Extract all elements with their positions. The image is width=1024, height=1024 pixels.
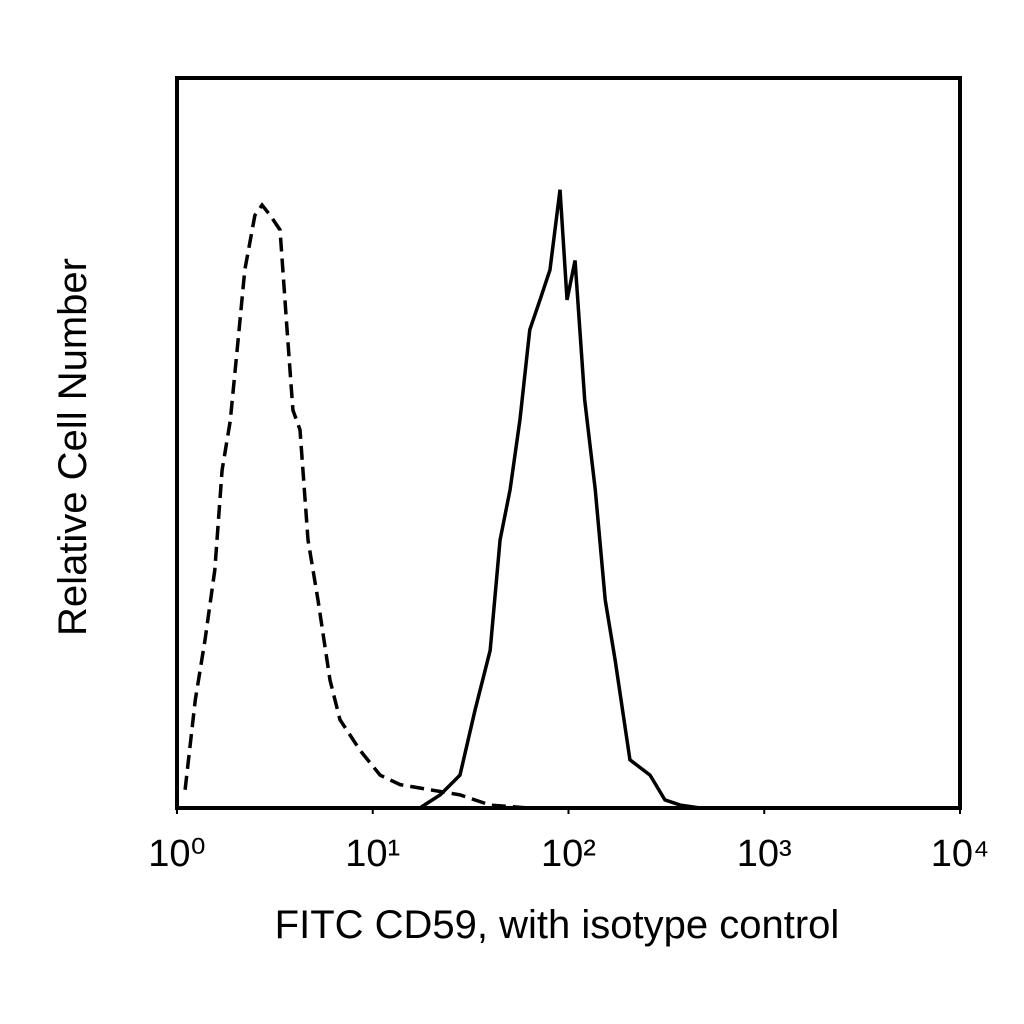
x-tick-label: 10¹ <box>345 833 400 875</box>
x-tick-label: 10³ <box>737 833 792 875</box>
histogram-line <box>183 202 530 810</box>
x-tick-label: 10⁰ <box>148 833 206 875</box>
y-axis-label: Relative Cell Number <box>51 258 95 636</box>
plot-frame <box>175 76 962 810</box>
x-axis-label: FITC CD59, with isotype control <box>275 903 840 947</box>
x-tick-label: 10⁴ <box>931 833 990 875</box>
histogram-line <box>418 189 701 810</box>
x-tick-label: 10² <box>541 833 596 875</box>
